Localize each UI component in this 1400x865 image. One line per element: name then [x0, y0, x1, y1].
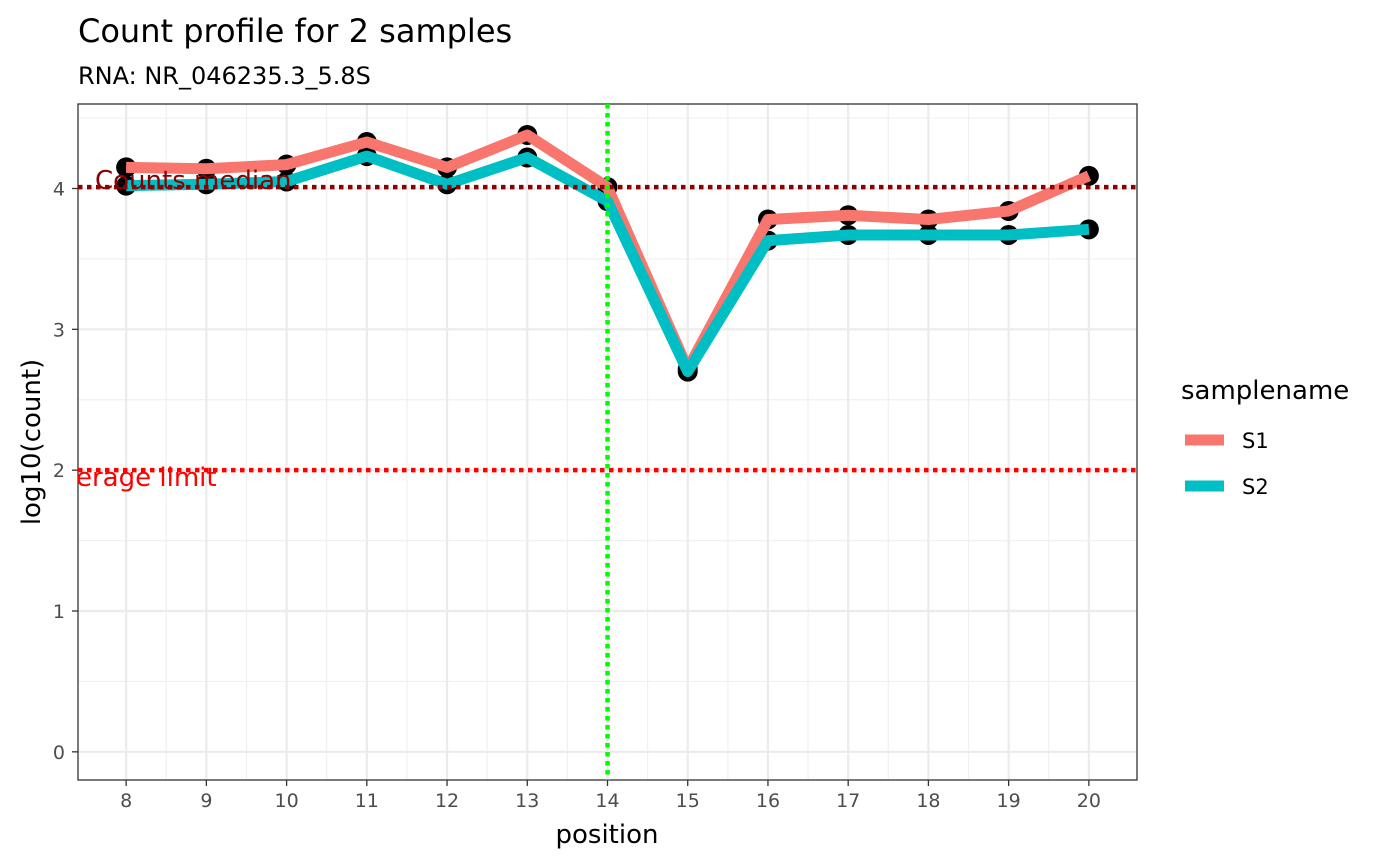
x-tick-label: 14	[595, 790, 619, 812]
reference-line-label: erage limit	[76, 463, 217, 493]
x-tick-label: 11	[355, 790, 379, 812]
y-tick-label: 4	[53, 179, 65, 201]
y-axis-title: log10(count)	[17, 359, 47, 525]
x-tick-label: 12	[435, 790, 459, 812]
chart-subtitle: RNA: NR_046235.3_5.8S	[78, 62, 371, 90]
x-tick-label: 8	[120, 790, 132, 812]
x-tick-label: 18	[916, 790, 940, 812]
chart-title: Count profile for 2 samples	[78, 12, 512, 50]
x-tick-label: 15	[676, 790, 700, 812]
y-tick-label: 0	[53, 742, 65, 764]
x-tick-label: 19	[997, 790, 1021, 812]
legend-label-s2: S2	[1242, 475, 1269, 499]
x-tick-label: 10	[274, 790, 298, 812]
reference-lines: Counts median erage limit	[76, 104, 1137, 780]
legend: samplename S1 S2	[1181, 376, 1349, 499]
x-tick-label: 16	[756, 790, 780, 812]
series-line-s2	[126, 150, 1090, 378]
legend-label-s1: S1	[1242, 429, 1269, 453]
x-tick-label: 13	[515, 790, 539, 812]
x-tick-label: 9	[200, 790, 212, 812]
legend-title: samplename	[1181, 376, 1349, 406]
reference-line-label: Counts median	[95, 166, 292, 196]
x-tick-label: 17	[836, 790, 860, 812]
x-axis-title: position	[556, 820, 659, 850]
y-tick-label: 1	[53, 601, 65, 623]
y-tick-label: 3	[53, 319, 65, 341]
y-tick-label: 2	[53, 460, 65, 482]
x-tick-label: 20	[1077, 790, 1101, 812]
